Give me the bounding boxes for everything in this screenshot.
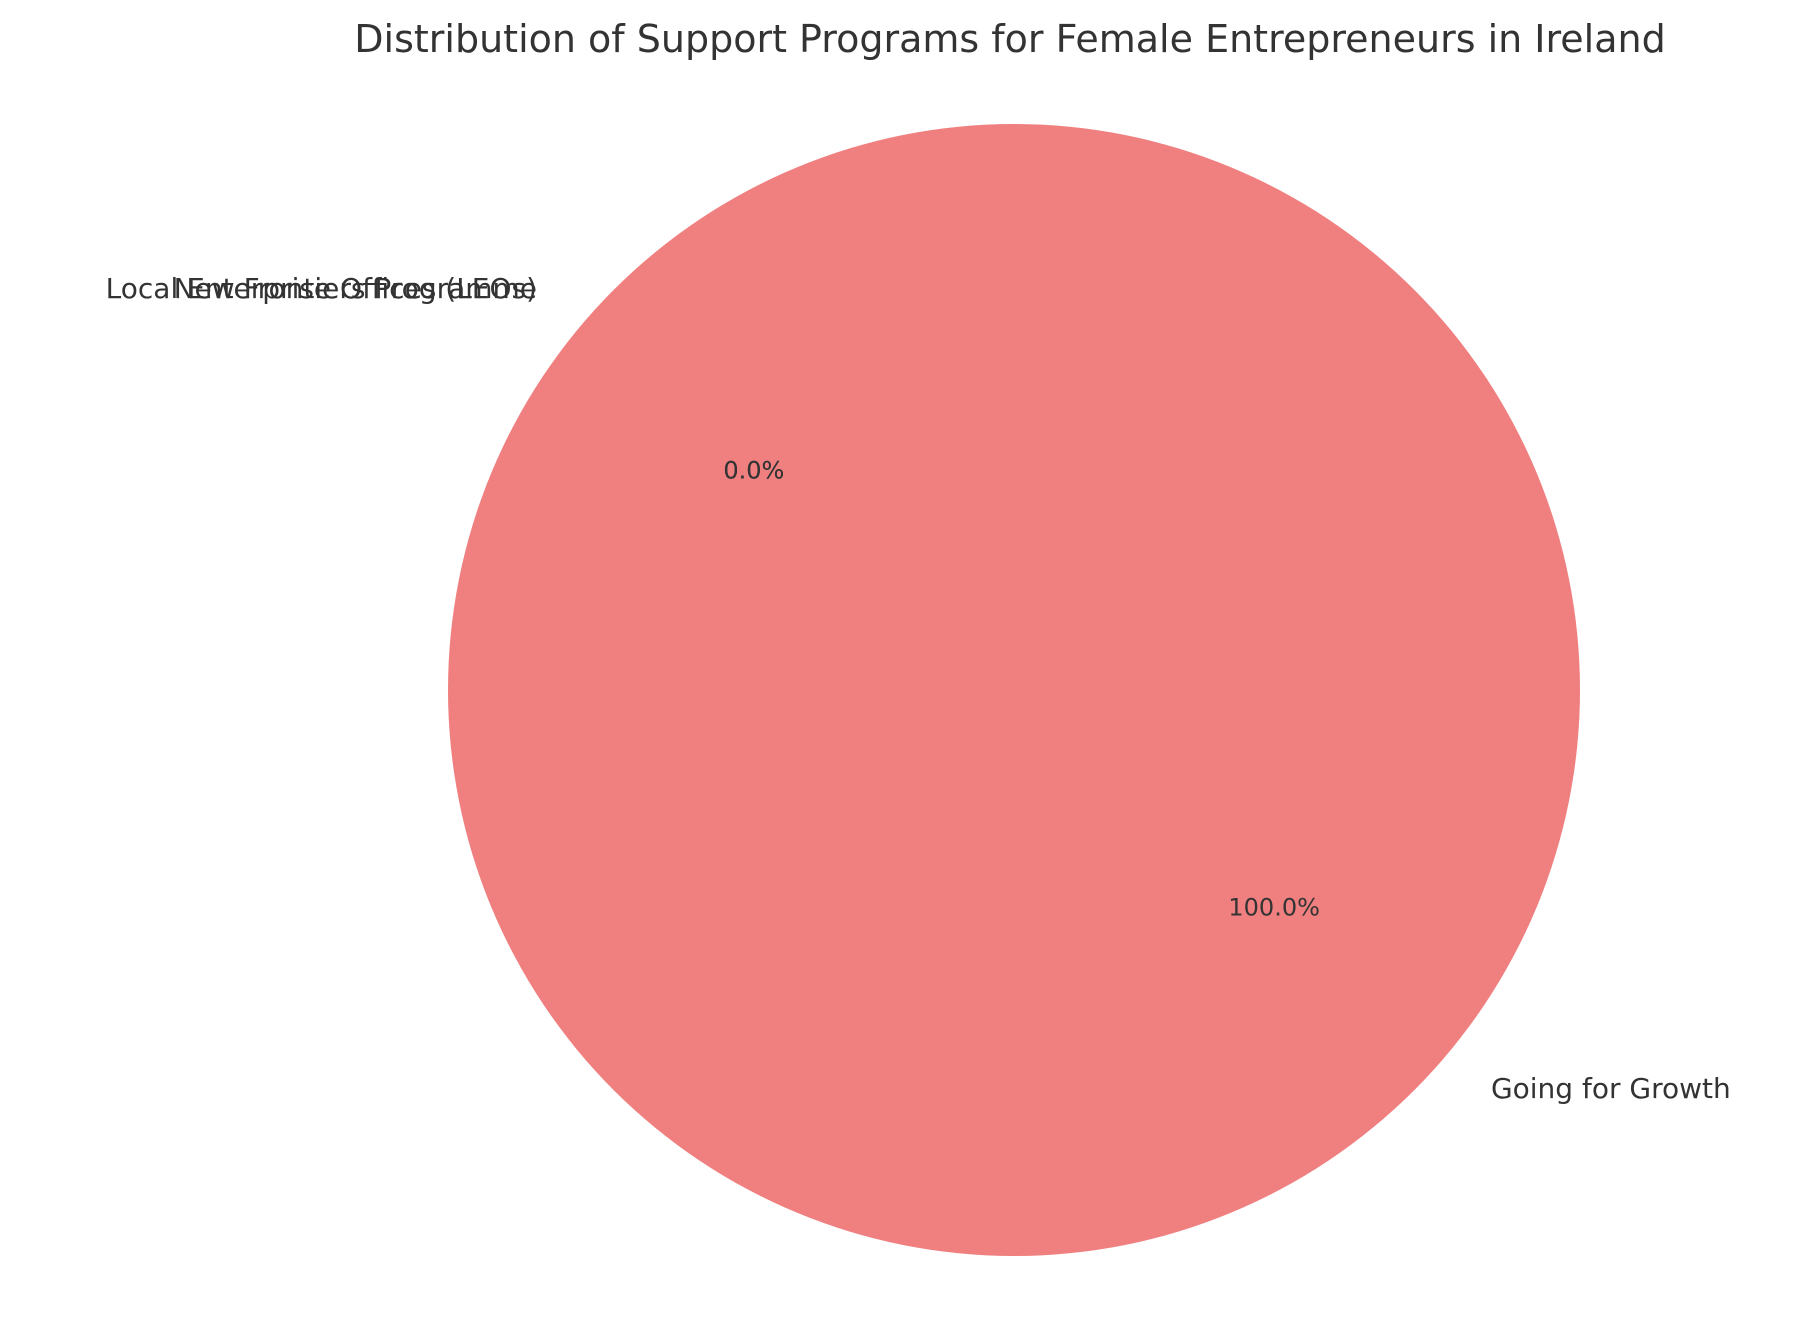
slice-pct-new-frontiers-programme: 0.0% xyxy=(723,457,784,485)
slice-label-local-enterprise-offices-leos: Local Enterprise Offices (LEOs) xyxy=(106,272,537,305)
pie-slice-going-for-growth xyxy=(448,124,1580,1256)
pie-slices xyxy=(448,124,1580,1256)
chart-title: Distribution of Support Programs for Fem… xyxy=(354,17,1665,61)
slice-pct-going-for-growth: 100.0% xyxy=(1228,893,1320,921)
slice-pct-local-enterprise-offices-leos: 0.0% xyxy=(723,457,784,485)
pie-labels: Local Enterprise Offices (LEOs) 0.0% New F… xyxy=(106,272,1731,1105)
slice-label-new-frontiers-programme: New Frontiers Programme xyxy=(174,272,537,305)
slice-label-going-for-growth: Going for Growth xyxy=(1491,1072,1731,1105)
